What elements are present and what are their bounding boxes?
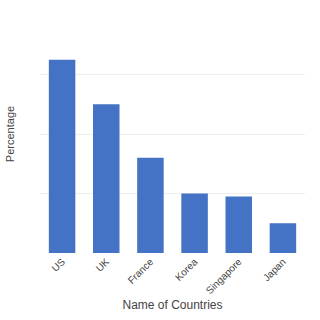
svg-text:Percentage: Percentage bbox=[4, 106, 16, 162]
svg-text:Korea: Korea bbox=[173, 256, 200, 283]
svg-text:France: France bbox=[126, 256, 156, 286]
svg-text:Japan: Japan bbox=[261, 256, 288, 283]
svg-text:UK: UK bbox=[94, 256, 112, 274]
svg-text:Name of Countries: Name of Countries bbox=[122, 298, 222, 312]
svg-text:US: US bbox=[49, 256, 67, 274]
svg-text:Singapore: Singapore bbox=[204, 256, 244, 296]
